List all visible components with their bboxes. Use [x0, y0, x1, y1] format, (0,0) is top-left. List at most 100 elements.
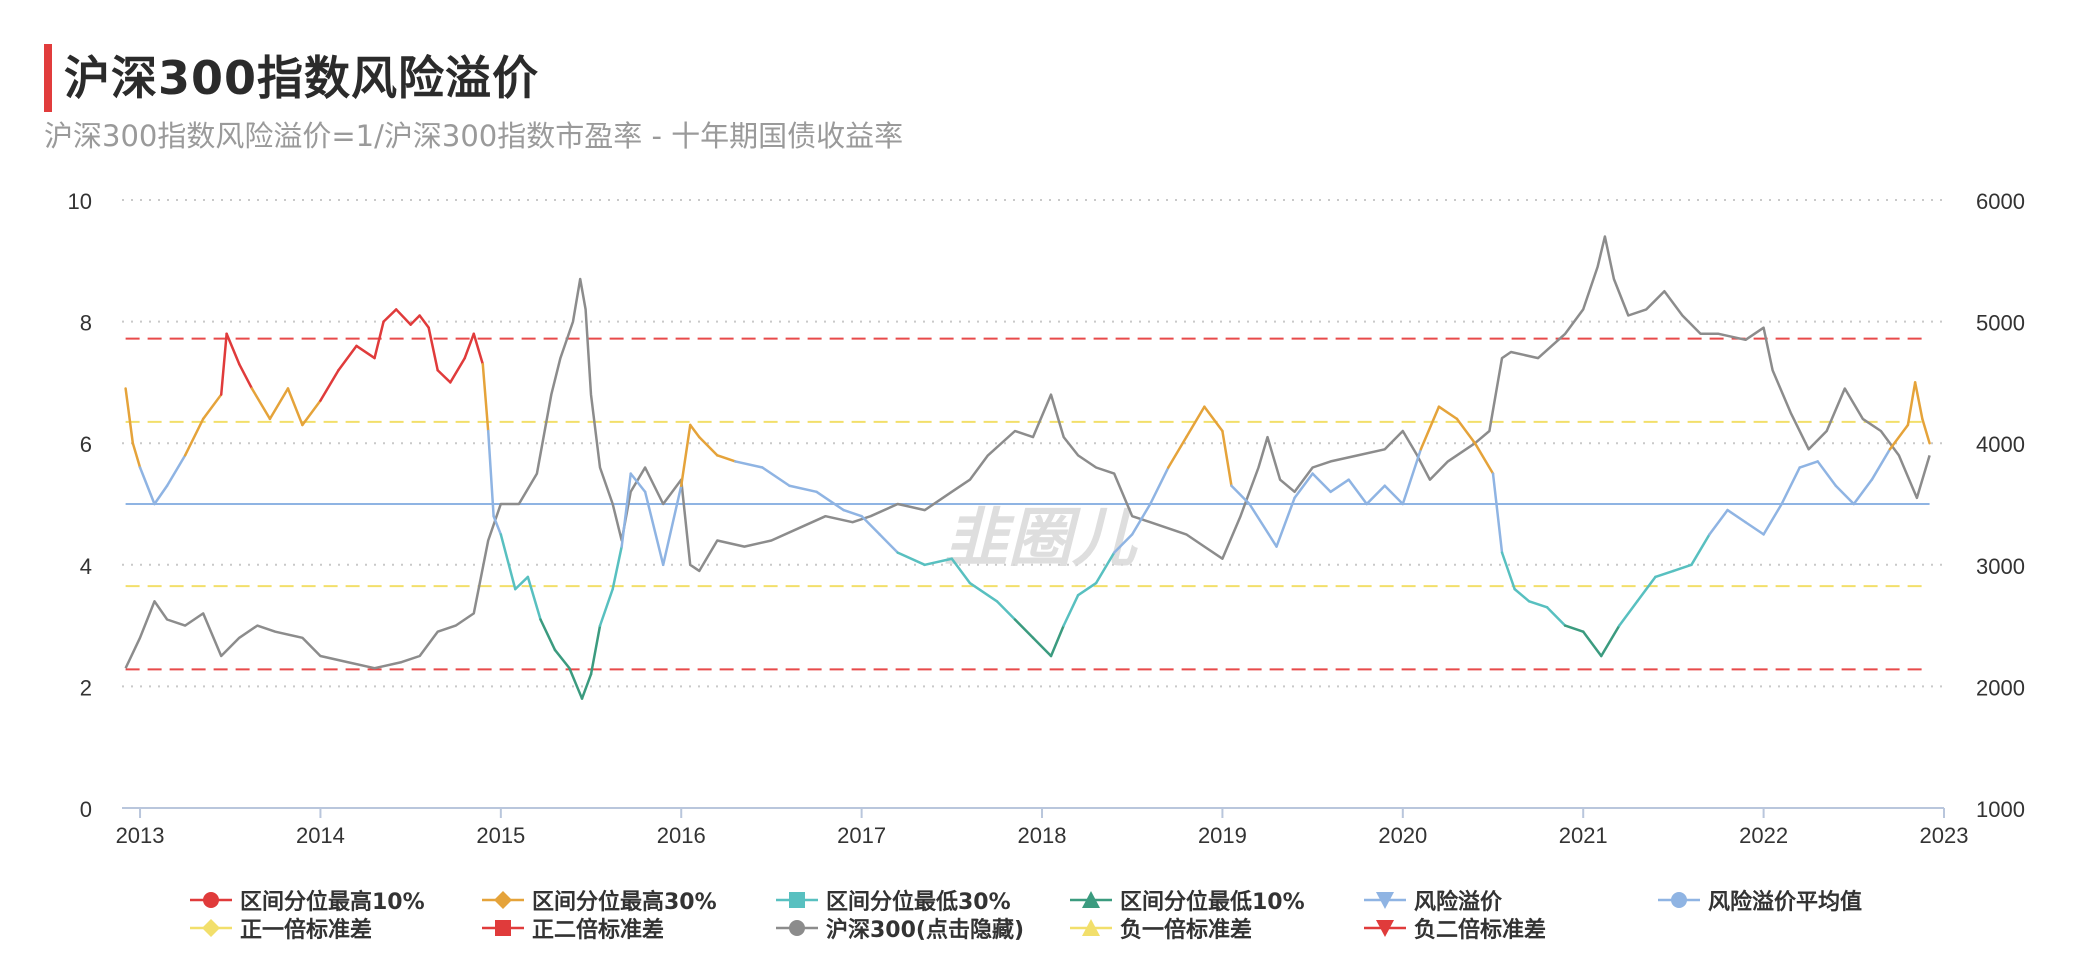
- legend-item[interactable]: 正一倍标准差: [190, 912, 372, 944]
- risk-premium-segment: [124, 387, 135, 445]
- y-left-tick-label: 8: [80, 311, 92, 336]
- risk-premium-segment: [492, 514, 503, 536]
- y-left-tick-label: 2: [80, 675, 92, 700]
- risk-premium-segment: [1365, 484, 1387, 506]
- risk-premium-segment: [1130, 502, 1152, 536]
- risk-premium-segment: [486, 429, 495, 518]
- risk-premium-segment: [539, 618, 557, 652]
- risk-premium-segment: [923, 557, 954, 567]
- risk-premium-segment: [1834, 484, 1856, 506]
- risk-premium-segment: [1888, 423, 1910, 451]
- x-tick-label: 2023: [1920, 823, 1969, 848]
- x-tick-label: 2016: [657, 823, 706, 848]
- risk-premium-segment: [319, 368, 340, 402]
- risk-premium-segment: [1013, 618, 1035, 640]
- watermark-logo: 韭圈儿: [944, 502, 1138, 576]
- risk-premium-segment: [1654, 569, 1675, 579]
- risk-premium-segment: [896, 551, 927, 567]
- risk-premium-segment: [1906, 381, 1917, 427]
- risk-premium-segment: [499, 533, 517, 591]
- risk-premium-segment: [301, 399, 322, 427]
- risk-premium-segment: [201, 393, 223, 421]
- risk-premium-segment: [1581, 630, 1603, 658]
- y-left-tick-label: 4: [80, 554, 92, 579]
- y-right-tick-label: 6000: [1976, 189, 2025, 214]
- risk-premium-segment: [950, 557, 972, 585]
- risk-premium-segment: [1852, 478, 1874, 506]
- risk-premium-segment: [716, 454, 737, 463]
- y-left-tick-label: 10: [68, 189, 92, 214]
- legend-label: 区间分位最高10%: [240, 890, 425, 915]
- risk-premium-segment: [481, 362, 490, 433]
- risk-premium-segment: [1816, 460, 1838, 488]
- circle-icon: [1658, 889, 1700, 911]
- risk-premium-segment: [1437, 405, 1459, 421]
- risk-premium-segment: [394, 308, 412, 326]
- x-tick-label: 2019: [1198, 823, 1247, 848]
- risk-premium-segment: [1455, 417, 1477, 445]
- risk-premium-segment: [1599, 624, 1621, 658]
- risk-premium-segment: [1230, 484, 1251, 506]
- triangle-down-icon: [1364, 889, 1406, 911]
- risk-premium-segment: [788, 484, 818, 494]
- risk-premium-segment: [472, 332, 485, 366]
- legend-item[interactable]: 沪深300(点击隐藏): [776, 912, 1024, 944]
- risk-premium-segment: [1672, 563, 1693, 573]
- risk-premium-segment: [337, 344, 358, 372]
- risk-premium-segment: [1500, 551, 1516, 591]
- triangle-up-icon: [1070, 889, 1112, 911]
- diamond-icon: [190, 917, 232, 939]
- risk-premium-segment: [1031, 636, 1053, 658]
- risk-premium-segment: [449, 356, 467, 384]
- risk-premium-segment: [250, 387, 272, 421]
- risk-premium-segment: [238, 362, 254, 390]
- legend-item[interactable]: 区间分位最高10%: [190, 884, 425, 916]
- legend-item[interactable]: 区间分位最低30%: [776, 884, 1011, 916]
- risk-premium-segment: [589, 624, 602, 676]
- risk-premium-segment: [436, 368, 452, 384]
- risk-premium-segment: [153, 484, 169, 506]
- legend-item[interactable]: 区间分位最高30%: [482, 884, 717, 916]
- risk-premium-segment: [1094, 551, 1116, 585]
- y-right-tick-label: 3000: [1976, 554, 2025, 579]
- risk-premium-segment: [761, 466, 791, 488]
- legend-label: 负一倍标准差: [1120, 918, 1253, 943]
- legend-item[interactable]: 风险溢价: [1364, 884, 1502, 916]
- risk-premium-segment: [688, 423, 701, 439]
- risk-premium-segment: [968, 581, 999, 603]
- circle-icon: [190, 889, 232, 911]
- risk-premium-segment: [1167, 435, 1188, 469]
- risk-premium-segment: [629, 472, 647, 494]
- risk-premium-segment: [679, 423, 692, 488]
- risk-premium-segment: [1329, 478, 1350, 494]
- legend-item[interactable]: 负一倍标准差: [1070, 912, 1252, 944]
- risk-premium-segment: [580, 672, 593, 700]
- risk-premium-segment: [1473, 441, 1495, 475]
- chart-subtitle: 沪深300指数风险溢价=1/沪深300指数市盈率 - 十年期国债收益率: [44, 119, 904, 153]
- risk-premium-segment: [1780, 466, 1801, 506]
- risk-premium-segment: [1708, 508, 1729, 536]
- title-accent-bar: [44, 44, 52, 112]
- risk-premium-segment: [1419, 405, 1441, 451]
- risk-premium-segment: [1049, 624, 1065, 658]
- legend-label: 正二倍标准差: [532, 918, 665, 943]
- legend-item[interactable]: 风险溢价平均值: [1658, 884, 1862, 916]
- risk-premium-segment: [1112, 533, 1134, 554]
- risk-premium-segment: [1203, 405, 1224, 433]
- diamond-icon: [482, 889, 524, 911]
- risk-premium-segment: [698, 435, 719, 457]
- legend-item[interactable]: 负二倍标准差: [1364, 912, 1546, 944]
- risk-premium-segment: [1798, 460, 1819, 469]
- square-icon: [776, 889, 818, 911]
- legend-item[interactable]: 区间分位最低10%: [1070, 884, 1305, 916]
- risk-premium-segment: [1383, 484, 1405, 506]
- x-tick-label: 2017: [837, 823, 886, 848]
- risk-premium-segment: [1221, 429, 1233, 488]
- legend-item[interactable]: 正二倍标准差: [482, 912, 664, 944]
- risk-premium-segment: [1618, 600, 1639, 627]
- risk-premium-segment: [183, 417, 205, 457]
- risk-premium-segment: [1513, 587, 1531, 603]
- legend-label: 区间分位最低30%: [826, 890, 1011, 915]
- x-tick-label: 2022: [1739, 823, 1788, 848]
